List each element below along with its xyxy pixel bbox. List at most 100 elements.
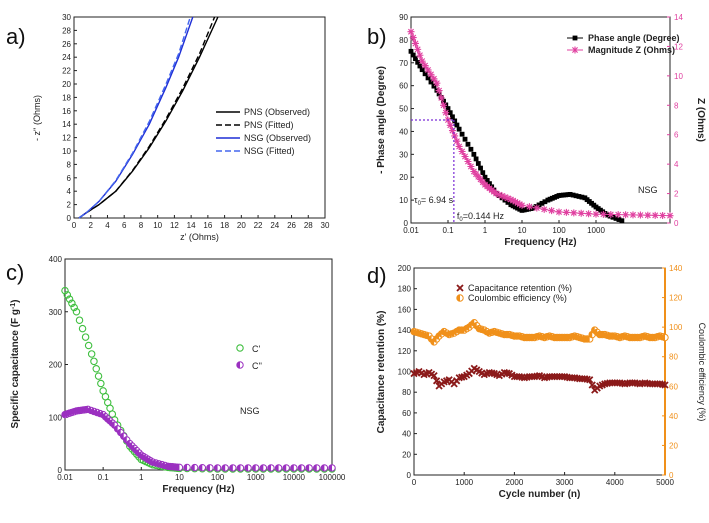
- phase-point: [417, 63, 423, 69]
- magnitude-point: [437, 94, 445, 102]
- point-1: [313, 464, 321, 472]
- phase-point: [616, 217, 622, 222]
- plot-frame: [64, 258, 333, 471]
- point-0: [92, 364, 101, 373]
- y-tick-label: 2: [67, 201, 72, 210]
- phase-point: [478, 165, 483, 171]
- magnitude-point: [614, 211, 622, 219]
- phase-point: [425, 75, 431, 81]
- point-1: [328, 464, 336, 472]
- marker-half: [111, 421, 115, 429]
- y2-tick-label: 60: [669, 382, 678, 391]
- x-tick-label: 24: [270, 221, 279, 230]
- x-tick-label: 0.01: [57, 473, 73, 482]
- magnitude-point: [498, 192, 506, 200]
- marker-half: [275, 464, 279, 472]
- legend-marker-0: [236, 344, 244, 352]
- marker-half: [222, 464, 226, 472]
- magnitude-point: [501, 193, 509, 201]
- series-line-1: [78, 16, 216, 219]
- marker-half: [267, 464, 271, 472]
- x-tick-label: 10: [518, 226, 527, 235]
- y-tick-label: 16: [62, 107, 71, 116]
- y-tick-label: 18: [62, 93, 71, 102]
- magnitude-point: [570, 209, 578, 217]
- magnitude-point: [427, 70, 435, 78]
- y-axis-label: - z'' (Ohms): [32, 95, 42, 141]
- y-tick-label: 60: [402, 409, 411, 418]
- phase-point: [475, 161, 481, 166]
- magnitude-point: [644, 211, 652, 219]
- magnitude-point: [461, 152, 469, 160]
- x-tick-label: 8: [139, 221, 144, 230]
- point-1: [206, 464, 214, 472]
- marker-half: [236, 361, 240, 369]
- magnitude-point: [514, 199, 522, 207]
- x-tick-label: 6: [122, 221, 127, 230]
- x-tick-label: 3000: [556, 478, 574, 487]
- retention-point: [430, 372, 438, 380]
- point-1: [213, 464, 222, 472]
- sample-label: NSG: [638, 185, 658, 195]
- y-axis-label: - Phase angle (Degree): [376, 66, 387, 174]
- marker-half: [90, 408, 95, 415]
- marker-half: [199, 464, 203, 471]
- marker-half: [260, 464, 264, 472]
- x-tick-label: 16: [203, 221, 212, 230]
- y-tick-label: 20: [402, 450, 411, 459]
- y-tick-label: 26: [62, 40, 71, 49]
- marker-half: [117, 429, 121, 436]
- x-tick-label: 0.01: [403, 226, 419, 235]
- point-1: [290, 464, 298, 472]
- phase-point: [576, 194, 582, 199]
- magnitude-point: [409, 34, 417, 42]
- magnitude-point: [435, 87, 443, 95]
- marker-half: [152, 459, 156, 467]
- y-tick-label: 28: [62, 26, 71, 35]
- phase-point: [471, 151, 477, 157]
- point-1: [282, 464, 290, 472]
- y-tick-label: 40: [402, 430, 411, 439]
- marker-half: [244, 464, 249, 472]
- phase-point: [505, 200, 511, 205]
- magnitude-point: [577, 209, 585, 217]
- legend-label-1: C'': [252, 361, 262, 371]
- phase-point: [567, 191, 573, 197]
- point-0: [94, 372, 103, 380]
- magnitude-point: [562, 208, 570, 216]
- y-tick-label: 80: [399, 36, 408, 45]
- magnitude-point: [414, 45, 422, 53]
- y-tick-label: 0: [67, 214, 72, 223]
- point-1: [190, 463, 199, 472]
- x-tick-label: 100: [552, 226, 566, 235]
- marker-half: [290, 464, 294, 472]
- x-axis-label: Cycle number (n): [499, 489, 581, 500]
- point-0: [75, 316, 84, 324]
- magnitude-point: [525, 203, 533, 211]
- legend-marker-1: [456, 294, 464, 302]
- marker-half: [305, 464, 310, 472]
- magnitude-point: [629, 211, 637, 219]
- y2-tick-label: 80: [669, 353, 678, 362]
- phase-point: [408, 48, 414, 54]
- point-1: [274, 464, 283, 472]
- y-tick-label: 0: [404, 219, 409, 228]
- phase-point: [465, 141, 471, 147]
- magnitude-point: [607, 210, 615, 218]
- x-tick-label: 1: [483, 226, 488, 235]
- y-tick-label: 4: [67, 187, 72, 196]
- magnitude-point: [533, 204, 541, 212]
- y-tick-label: 0: [58, 466, 63, 475]
- marker-half: [155, 460, 159, 467]
- y2-tick-label: 14: [674, 13, 683, 22]
- point-0: [65, 295, 74, 303]
- y-axis-label: Capacitance retention (%): [376, 311, 387, 434]
- y-tick-label: 90: [399, 13, 408, 22]
- phase-point: [422, 71, 428, 77]
- magnitude-point: [442, 109, 450, 117]
- panel-label-c: c): [6, 260, 24, 285]
- y2-tick-label: 20: [669, 441, 678, 450]
- y2-tick-label: 140: [669, 264, 683, 273]
- x-tick-label: 10000: [283, 473, 306, 482]
